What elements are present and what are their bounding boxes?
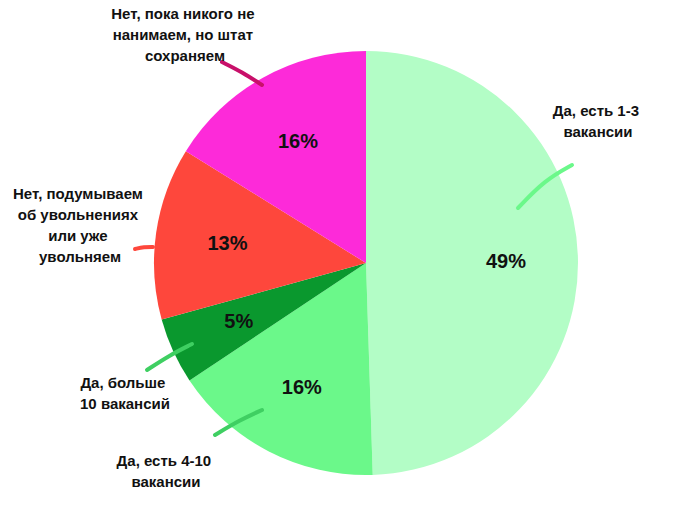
label-line: Нет, подумываем bbox=[13, 185, 147, 202]
pie-slice bbox=[366, 51, 578, 475]
label-line: Нет, пока никого не bbox=[111, 5, 258, 22]
label-line: нанимаем, но штат bbox=[113, 26, 258, 43]
pie: 49% 16% 5% 13% 16% bbox=[154, 51, 578, 475]
label-line: Да, больше bbox=[80, 374, 169, 391]
label-line: или уже bbox=[48, 227, 112, 244]
leader-line bbox=[518, 165, 572, 208]
leader-line bbox=[135, 247, 153, 249]
label-line: вакансии bbox=[131, 473, 200, 490]
leader-line bbox=[215, 410, 262, 435]
leader-lines bbox=[135, 62, 572, 435]
category-label: Да, есть 4-10 вакансии bbox=[117, 452, 216, 490]
category-label: Нет, подумываем об увольнениях или уже у… bbox=[13, 185, 147, 265]
label-line: увольняем bbox=[39, 248, 121, 265]
label-line: об увольнениях bbox=[18, 206, 142, 223]
leader-line bbox=[222, 62, 262, 85]
leader-line bbox=[147, 344, 192, 370]
category-label: Да, больше 10 вакансий bbox=[80, 374, 170, 412]
category-labels: Да, есть 1-3 вакансииДа, есть 4-10 вакан… bbox=[13, 5, 643, 490]
label-line: Да, есть 4-10 bbox=[117, 452, 216, 469]
chart: 49%16%5%13%16%Да, есть 1-3 вакансииДа, е… bbox=[0, 0, 694, 505]
data-label: 49% bbox=[486, 250, 526, 272]
pie-slice bbox=[186, 51, 366, 263]
data-label: 5% bbox=[224, 310, 253, 332]
category-label: Да, есть 1-3 вакансии bbox=[553, 102, 643, 140]
label-line: вакансии bbox=[563, 123, 632, 140]
category-label: Нет, пока никого не нанимаем, но штат со… bbox=[111, 5, 258, 64]
label-line: Да, есть 1-3 bbox=[553, 102, 643, 119]
data-label: 16% bbox=[282, 376, 322, 398]
label-line: сохраняем bbox=[145, 47, 225, 64]
data-label: 13% bbox=[207, 232, 247, 254]
data-label: 16% bbox=[278, 130, 318, 152]
label-line: 10 вакансий bbox=[80, 395, 170, 412]
